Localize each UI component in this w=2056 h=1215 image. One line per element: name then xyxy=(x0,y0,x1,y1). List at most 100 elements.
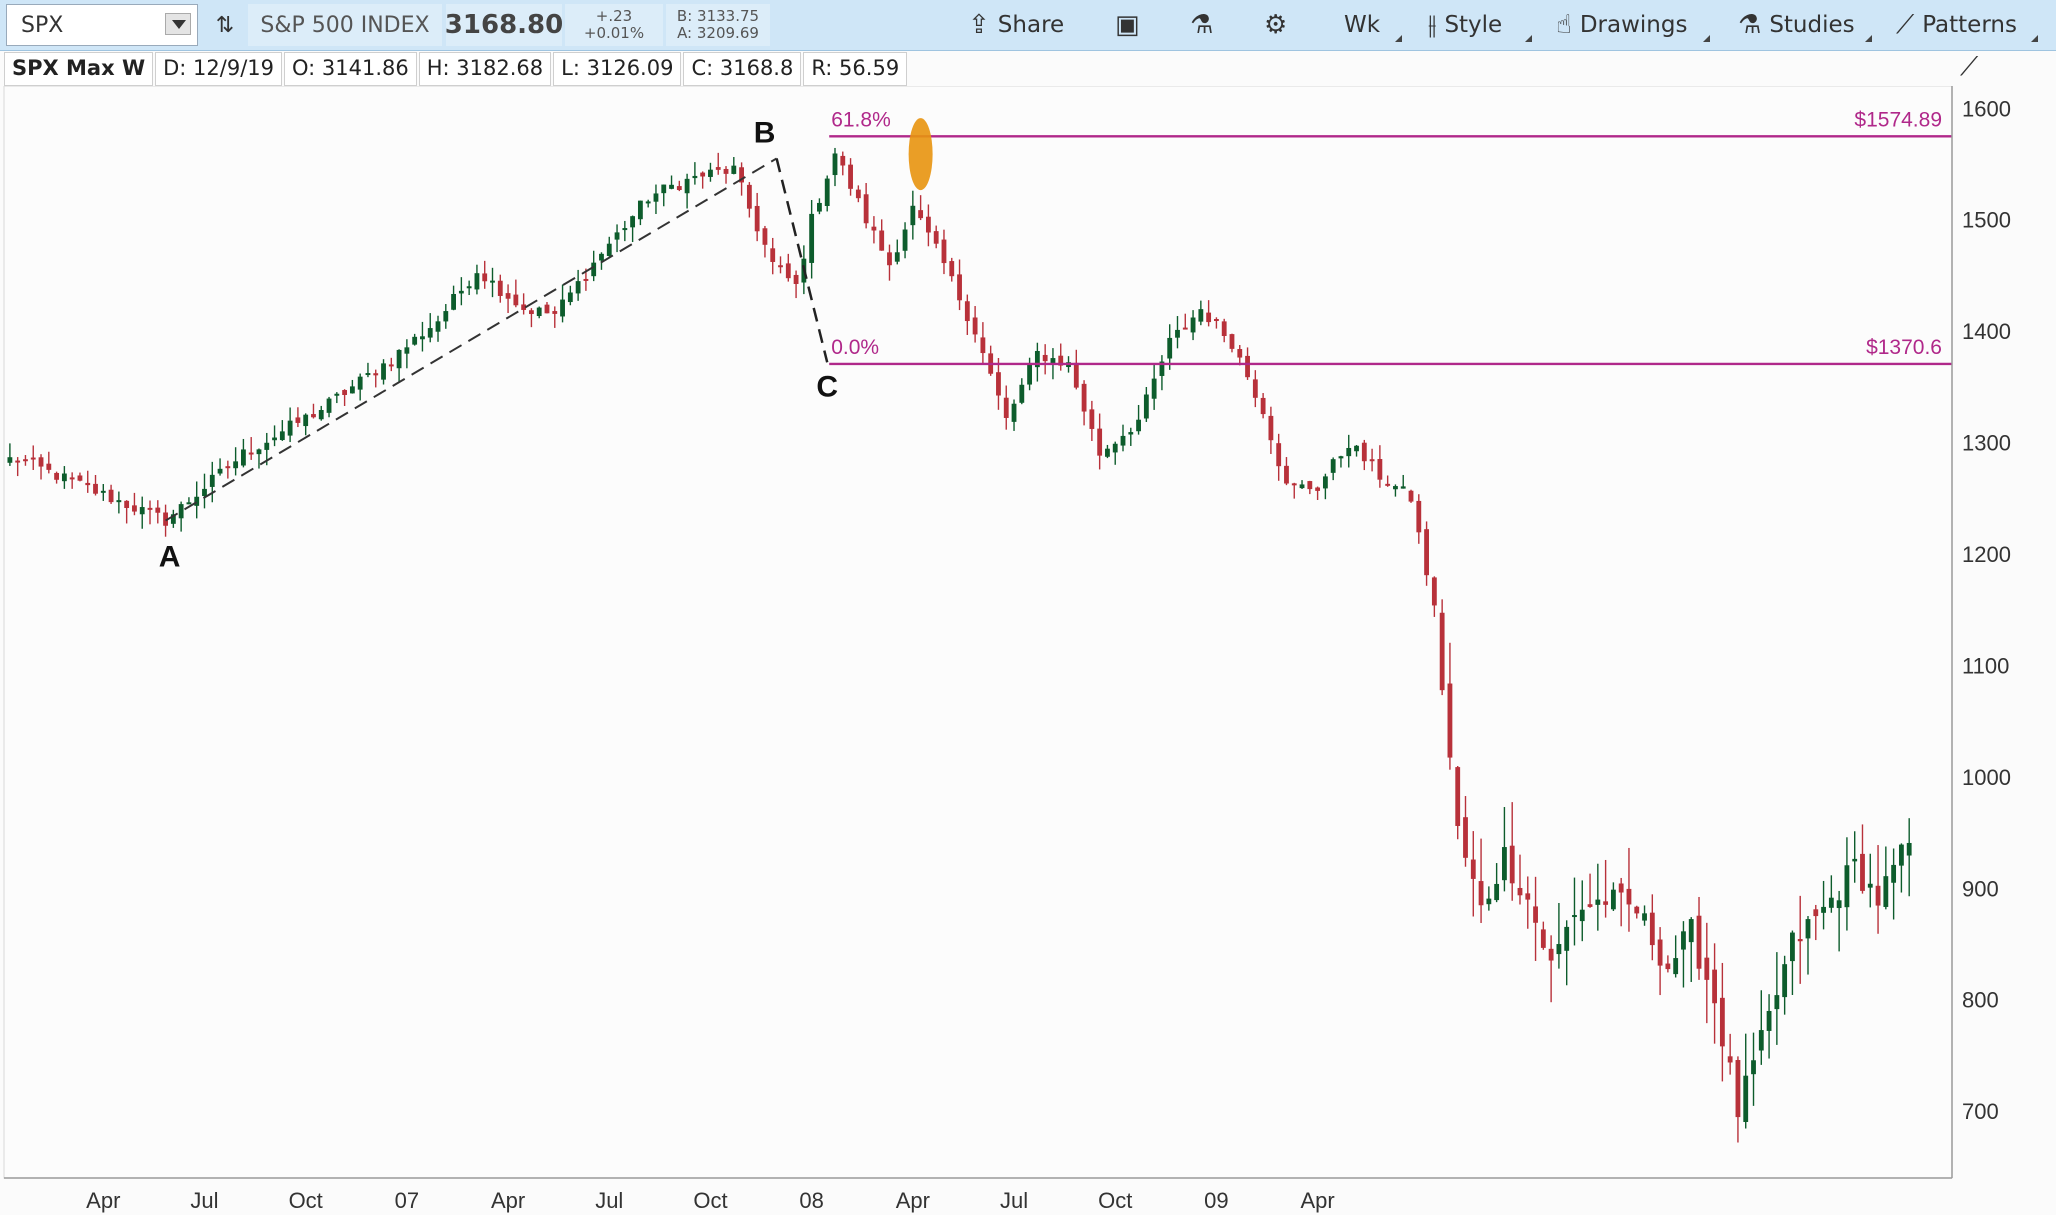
candle-body xyxy=(1556,944,1562,955)
candle-body xyxy=(170,514,176,524)
candle-body xyxy=(1719,997,1725,1047)
candle-body xyxy=(669,184,674,189)
candle-body xyxy=(240,449,246,466)
candle-body xyxy=(482,273,488,282)
candle-body xyxy=(1027,364,1033,385)
dropdown-corner-icon xyxy=(1525,35,1532,42)
patterns-icon: ⟋ xyxy=(1896,9,1915,40)
candle-body xyxy=(194,496,200,506)
y-tick-label: 800 xyxy=(1962,988,1999,1013)
candle-body xyxy=(762,228,768,245)
studies-label: Studies xyxy=(1769,12,1855,38)
candle-body xyxy=(1478,881,1484,906)
link-icon[interactable]: ⇅ xyxy=(215,12,235,38)
y-tick-label: 1000 xyxy=(1962,765,2011,790)
price-chart[interactable]: 61.8% $1574.89 0.0% $1370.6 A B C 700 800 900 100… xyxy=(0,86,2056,1215)
candle-body xyxy=(1385,483,1391,486)
dropdown-corner-icon xyxy=(1865,35,1872,42)
candle-body xyxy=(303,414,309,427)
candle-body xyxy=(1844,865,1850,908)
candle-body xyxy=(1237,349,1243,358)
candle-body xyxy=(1346,447,1352,457)
info-date: D: 12/9/19 xyxy=(155,52,282,86)
x-tick-label: Oct xyxy=(1098,1188,1132,1213)
candle-body xyxy=(1003,397,1009,418)
trend-chart-icon[interactable]: ⟋ xyxy=(1960,52,1979,82)
change-percent: +0.01% xyxy=(583,24,645,42)
candle-body xyxy=(497,280,503,296)
candle-body xyxy=(1494,883,1500,901)
style-button[interactable]: ⫲ Style xyxy=(1428,4,1532,46)
candle-body xyxy=(1151,378,1157,399)
candle-body xyxy=(1634,906,1640,914)
candle-body xyxy=(1595,899,1601,905)
candle-body xyxy=(77,475,83,481)
y-tick-label: 1200 xyxy=(1962,542,2011,567)
candle-body xyxy=(1704,957,1710,980)
candle-body xyxy=(342,390,348,395)
chevron-down-icon[interactable] xyxy=(165,13,191,35)
candle-body xyxy=(1758,1030,1764,1051)
y-tick-label: 1400 xyxy=(1962,319,2011,344)
candle-body xyxy=(132,505,137,512)
fib-61-8-price-label: $1574.89 xyxy=(1854,108,1942,131)
candle-body xyxy=(69,477,75,480)
candle-body xyxy=(326,398,332,413)
candle-body xyxy=(544,304,550,314)
change-box: +.23 +0.01% xyxy=(565,4,663,46)
candle-body xyxy=(1112,443,1118,453)
period-button[interactable]: Wk xyxy=(1344,4,1402,46)
flask-icon[interactable]: ⚗ xyxy=(1190,10,1214,40)
candle-body xyxy=(1143,394,1149,419)
candle-body xyxy=(1136,419,1141,432)
candle-body xyxy=(1509,845,1515,884)
candle-body xyxy=(1540,929,1546,948)
candle-body xyxy=(1073,362,1079,388)
candles-group xyxy=(7,147,1912,1143)
bid-value: B: 3133.75 xyxy=(676,7,760,25)
share-button[interactable]: ⇪ Share xyxy=(968,4,1080,46)
candle-body xyxy=(1245,355,1250,378)
candle-body xyxy=(1019,384,1025,403)
candle-body xyxy=(1276,443,1282,467)
candle-body xyxy=(622,228,628,231)
candle-body xyxy=(1813,909,1819,917)
candle-body xyxy=(1081,383,1087,412)
candle-body xyxy=(692,175,698,179)
candle-body xyxy=(863,194,869,224)
earnings-icon[interactable]: ▣ xyxy=(1115,10,1140,40)
candle-body xyxy=(264,442,270,450)
patterns-button[interactable]: ⟋ Patterns xyxy=(1896,4,2038,46)
candle-body xyxy=(1439,612,1445,691)
gear-icon[interactable]: ⚙ xyxy=(1264,10,1288,40)
candle-body xyxy=(918,210,924,219)
candle-body xyxy=(318,409,324,420)
candle-body xyxy=(272,437,277,441)
candle-body xyxy=(1058,355,1064,366)
candle-body xyxy=(1447,683,1453,758)
candle-body xyxy=(1657,939,1663,966)
candle-body xyxy=(1089,409,1095,429)
studies-button[interactable]: ⚗ Studies xyxy=(1738,4,1872,46)
y-tick-label: 1100 xyxy=(1962,653,2009,678)
x-tick-label: 09 xyxy=(1204,1188,1228,1213)
candle-body xyxy=(108,489,114,503)
candle-body xyxy=(1681,931,1686,950)
candle-body xyxy=(1665,963,1671,970)
candle-body xyxy=(1338,456,1344,459)
candle-body xyxy=(1805,919,1811,939)
candle-body xyxy=(1642,913,1647,921)
candle-body xyxy=(381,363,386,380)
symbol-selector[interactable]: SPX xyxy=(6,4,198,46)
candle-body xyxy=(910,205,916,226)
style-label: Style xyxy=(1444,12,1503,38)
x-tick-label: Apr xyxy=(491,1188,525,1213)
candle-body xyxy=(887,252,892,266)
candle-body xyxy=(435,321,441,332)
candle-body xyxy=(373,373,379,376)
drawings-button[interactable]: ☝ Drawings xyxy=(1556,4,1710,46)
bid-ask-box: B: 3133.75 A: 3209.69 xyxy=(666,4,770,46)
candle-body xyxy=(1525,893,1531,900)
candle-body xyxy=(1221,321,1227,337)
candle-body xyxy=(1727,1056,1733,1063)
